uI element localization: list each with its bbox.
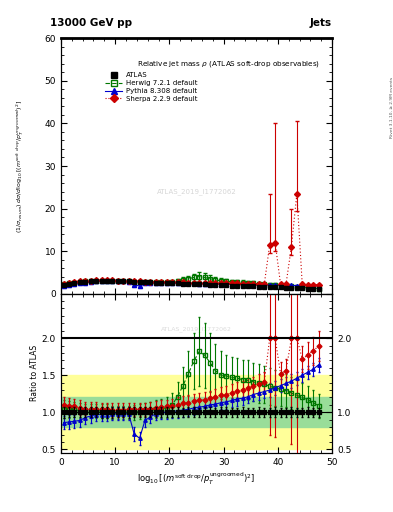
Text: Rivet 3.1.10, ≥ 2.9M events: Rivet 3.1.10, ≥ 2.9M events xyxy=(390,77,393,138)
Y-axis label: Ratio to ATLAS: Ratio to ATLAS xyxy=(30,345,39,401)
Legend: ATLAS, Herwig 7.2.1 default, Pythia 8.308 default, Sherpa 2.2.9 default: ATLAS, Herwig 7.2.1 default, Pythia 8.30… xyxy=(105,73,197,102)
X-axis label: $\log_{10}[(m^{\rm soft\ drop}/p_T^{\rm ungroomed})^2]$: $\log_{10}[(m^{\rm soft\ drop}/p_T^{\rm … xyxy=(138,471,255,487)
Text: Jets: Jets xyxy=(310,18,332,28)
Text: 13000 GeV pp: 13000 GeV pp xyxy=(50,18,132,28)
Text: Relative jet mass $\rho$ (ATLAS soft-drop observables): Relative jet mass $\rho$ (ATLAS soft-dro… xyxy=(137,59,320,69)
Text: ATLAS_2019_I1772062: ATLAS_2019_I1772062 xyxy=(157,188,236,195)
Y-axis label: $(1/\sigma_{resum})\ d\sigma/d\log_{10}[(m^{soft\ drop}/p_T^{ungroomed})^2]$: $(1/\sigma_{resum})\ d\sigma/d\log_{10}[… xyxy=(14,99,26,232)
Text: ATLAS_2019_I1772062: ATLAS_2019_I1772062 xyxy=(161,326,232,332)
